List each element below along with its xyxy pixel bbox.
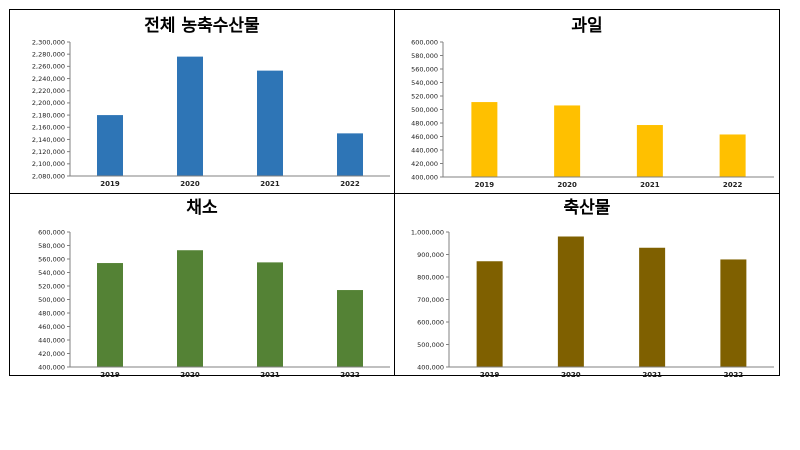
- y-tick-label: 2,220,000: [32, 87, 65, 95]
- y-tick-label: 560,000: [38, 255, 65, 263]
- bar-vegetable-2020: [177, 250, 203, 367]
- bar-vegetable-2021: [257, 262, 283, 367]
- x-tick-label: 2020: [561, 371, 581, 379]
- x-tick-label: 2020: [180, 180, 200, 188]
- y-tick-label: 520,000: [411, 92, 438, 100]
- x-tick-label: 2021: [640, 181, 660, 189]
- y-tick-label: 2,240,000: [32, 75, 65, 83]
- x-tick-label: 2022: [724, 371, 744, 379]
- x-tick-label: 2019: [100, 180, 120, 188]
- y-tick-label: 500,000: [411, 106, 438, 114]
- y-tick-label: 2,180,000: [32, 111, 65, 119]
- y-tick-label: 600,000: [38, 228, 65, 236]
- y-tick-label: 2,280,000: [32, 50, 65, 58]
- bar-livestock-2022: [720, 259, 747, 367]
- y-tick-label: 480,000: [411, 119, 438, 127]
- bar-livestock-2019: [476, 261, 503, 367]
- y-tick-label: 440,000: [411, 146, 438, 154]
- y-tick-label: 2,300,000: [32, 38, 65, 46]
- chart-title-livestock: 축산물: [563, 198, 611, 218]
- bar-chart-vegetable: 400,000 420,000 440,000 460,000 480,000 500,0…: [38, 228, 390, 379]
- bar-fruit-2021: [636, 125, 663, 177]
- chart-panel-total: 전체 농축수산물 2,080,000 2,100,000 2,120,000 2,14…: [10, 10, 395, 194]
- bar-total-2020: [177, 56, 203, 177]
- y-tick-label: 460,000: [38, 323, 65, 331]
- y-tick-label: 480,000: [38, 309, 65, 317]
- chart-panel-fruit: 과일 400,000 420,000 440,000 460,000 480,000 50…: [395, 10, 779, 194]
- y-tick-label: 600,000: [417, 318, 444, 326]
- y-tick-label: 900,000: [417, 251, 444, 259]
- y-tick-label: 540,000: [411, 79, 438, 87]
- y-tick-label: 440,000: [38, 336, 65, 344]
- y-tick-label: 420,000: [38, 350, 65, 358]
- bar-total-2019: [97, 115, 123, 176]
- chart-title-total: 전체 농축수산물: [144, 16, 260, 36]
- y-tick-label: 560,000: [411, 65, 438, 73]
- y-tick-label: 540,000: [38, 269, 65, 277]
- bar-livestock-2021: [639, 247, 666, 367]
- y-tick-label: 500,000: [417, 341, 444, 349]
- y-tick-label: 2,080,000: [32, 172, 65, 180]
- y-tick-label: 2,160,000: [32, 124, 65, 132]
- chart-panel-livestock: 축산물 400,000 500,000 600,000 700,000 800,000 9…: [395, 194, 779, 379]
- y-tick-label: 520,000: [38, 282, 65, 290]
- x-tick-label: 2022: [340, 180, 360, 188]
- chart-grid: 전체 농축수산물 2,080,000 2,100,000 2,120,000 2,14…: [9, 9, 780, 379]
- y-tick-label: 400,000: [417, 363, 444, 371]
- bar-fruit-2022: [719, 134, 746, 177]
- y-tick-label: 2,120,000: [32, 148, 65, 156]
- y-tick-label: 400,000: [411, 173, 438, 181]
- y-tick-label: 800,000: [417, 273, 444, 281]
- chart-title-fruit: 과일: [571, 16, 603, 36]
- x-tick-label: 2021: [260, 371, 280, 379]
- bar-chart-fruit: 400,000 420,000 440,000 460,000 480,000 500,0…: [411, 38, 774, 189]
- y-tick-label: 400,000: [38, 363, 65, 371]
- bar-livestock-2020: [557, 236, 584, 367]
- x-tick-label: 2021: [642, 371, 662, 379]
- y-tick-label: 460,000: [411, 133, 438, 141]
- y-tick-label: 420,000: [411, 160, 438, 168]
- bar-chart-livestock: 400,000 500,000 600,000 700,000 800,000 900,0…: [411, 228, 774, 379]
- bar-vegetable-2022: [337, 290, 363, 367]
- bar-fruit-2019: [471, 102, 498, 177]
- bar-chart-total: 2,080,000 2,100,000 2,120,000 2,140,000 2,16…: [32, 38, 390, 188]
- x-tick-label: 2019: [480, 371, 500, 379]
- x-tick-label: 2022: [723, 181, 743, 189]
- x-tick-label: 2019: [475, 181, 495, 189]
- bar-total-2022: [337, 133, 363, 176]
- bar-fruit-2020: [554, 105, 581, 177]
- bar-vegetable-2019: [97, 263, 123, 367]
- y-tick-label: 580,000: [411, 52, 438, 60]
- chart-panel-vegetable: 채소 400,000 420,000 440,000 460,000 480,000 50…: [10, 194, 395, 379]
- y-tick-label: 600,000: [411, 38, 438, 46]
- chart-title-vegetable: 채소: [186, 198, 218, 218]
- x-tick-label: 2020: [180, 371, 200, 379]
- y-tick-label: 1,000,000: [411, 228, 444, 236]
- bar-total-2021: [257, 70, 283, 176]
- y-tick-label: 2,100,000: [32, 160, 65, 168]
- y-tick-label: 580,000: [38, 242, 65, 250]
- y-tick-label: 2,200,000: [32, 99, 65, 107]
- x-tick-label: 2021: [260, 180, 280, 188]
- y-tick-label: 500,000: [38, 296, 65, 304]
- y-tick-label: 700,000: [417, 296, 444, 304]
- y-tick-label: 2,260,000: [32, 63, 65, 71]
- x-tick-label: 2019: [100, 371, 120, 379]
- x-tick-label: 2020: [557, 181, 577, 189]
- x-tick-label: 2022: [340, 371, 360, 379]
- y-tick-label: 2,140,000: [32, 136, 65, 144]
